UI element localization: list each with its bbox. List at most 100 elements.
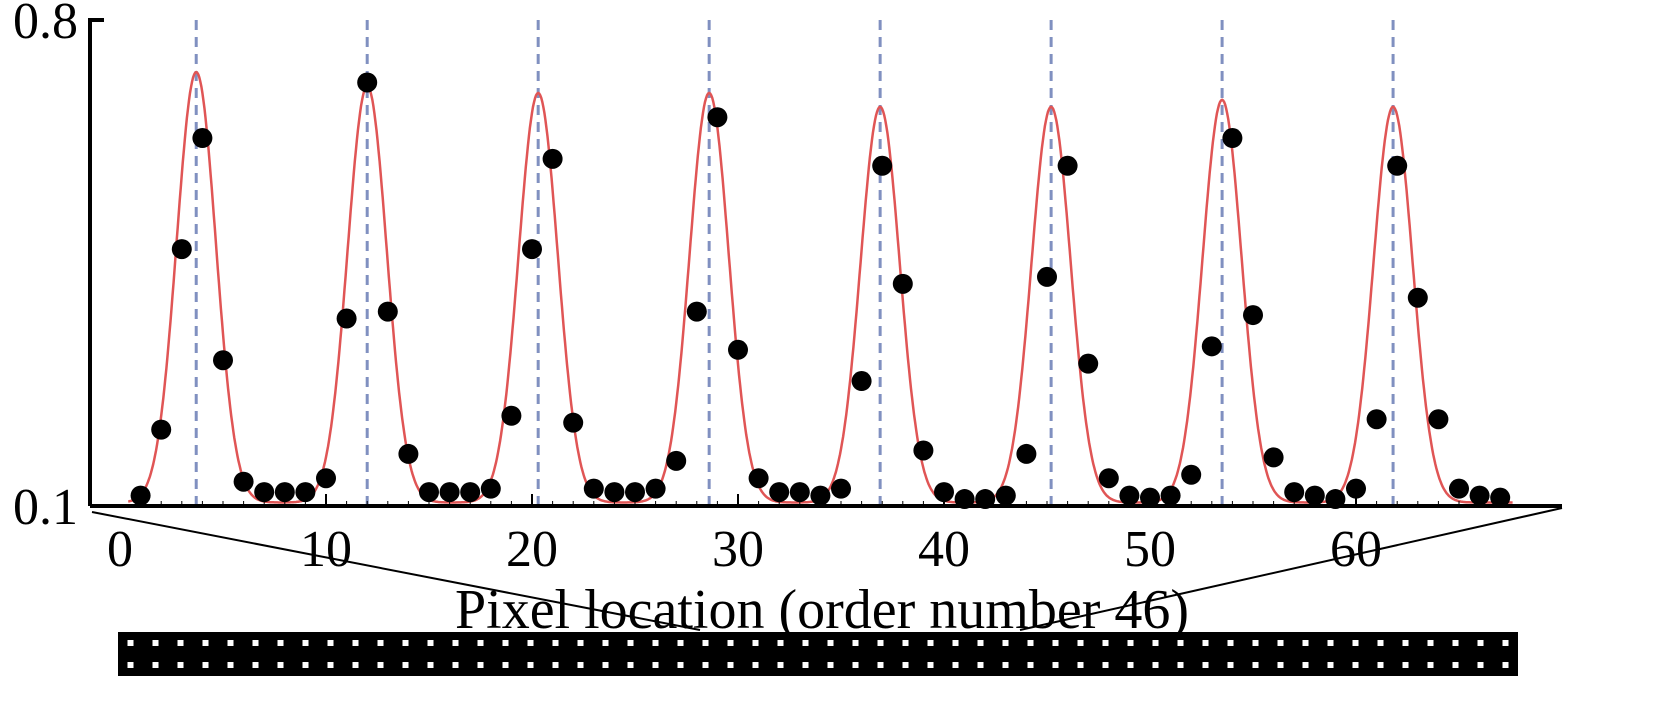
data-point-57	[1284, 482, 1305, 503]
data-point-30	[728, 339, 748, 360]
strip-pixel	[1502, 640, 1509, 646]
strip-pixel	[1177, 640, 1184, 646]
data-point-9	[295, 482, 316, 503]
strip-pixel	[752, 662, 759, 668]
strip-pixel	[1227, 662, 1234, 668]
strip-pixel	[202, 640, 209, 646]
strip-pixel	[1052, 662, 1059, 668]
strip-pixel	[977, 640, 984, 646]
data-point-25	[625, 482, 645, 503]
strip-pixel	[877, 640, 884, 646]
strip-pixel	[502, 662, 509, 668]
strip-pixel	[677, 640, 684, 646]
strip-connector-right	[1019, 507, 1563, 631]
data-point-20	[522, 239, 542, 260]
x-axis-title: Pixel location (order number 46)	[455, 579, 1189, 641]
data-point-31	[748, 468, 769, 489]
data-point-38	[892, 273, 913, 294]
data-point-4	[192, 128, 213, 149]
strip-pixel	[177, 640, 184, 646]
strip-pixel	[1302, 662, 1309, 668]
strip-pixel	[327, 662, 334, 668]
strip-pixel	[127, 640, 134, 646]
data-point-46	[1057, 155, 1078, 176]
strip-pixel	[952, 640, 959, 646]
strip-pixel	[452, 662, 459, 668]
strip-pixel	[927, 662, 934, 668]
data-point-27	[666, 450, 687, 471]
strip-pixel	[1102, 662, 1109, 668]
strip-pixel	[152, 662, 159, 668]
data-point-58	[1304, 485, 1325, 506]
x-tick-label-40: 40	[918, 521, 970, 578]
strip-pixel	[527, 662, 534, 668]
data-point-15	[419, 482, 439, 503]
data-point-12	[357, 72, 378, 93]
data-point-33	[789, 482, 810, 503]
strip-pixel	[602, 640, 609, 646]
strip-pixel	[377, 640, 384, 646]
strip-pixel	[1502, 662, 1509, 668]
strip-pixel	[1002, 662, 1009, 668]
strip-pixel	[1227, 640, 1234, 646]
data-point-41	[954, 489, 975, 510]
strip-pixel	[1302, 640, 1309, 646]
strip-pixel	[1202, 662, 1209, 668]
data-point-32	[769, 482, 790, 503]
strip-pixel	[1452, 662, 1459, 668]
data-point-44	[1016, 443, 1037, 464]
strip-pixel	[427, 662, 434, 668]
strip-connector-lines	[91, 507, 1563, 631]
strip-pixel	[527, 640, 534, 646]
strip-pixel	[627, 640, 634, 646]
data-point-64	[1428, 409, 1449, 430]
data-point-29	[707, 107, 728, 128]
peak-center-lines	[194, 20, 1395, 506]
data-point-35	[831, 478, 851, 499]
data-point-65	[1449, 478, 1469, 499]
data-point-66	[1469, 485, 1490, 506]
x-tick-label-30: 30	[712, 521, 764, 578]
sensor-pixel-strip	[118, 632, 1518, 676]
data-point-47	[1078, 353, 1099, 374]
strip-pixel	[1052, 640, 1059, 646]
data-point-13	[377, 301, 398, 322]
strip-pixel	[1152, 662, 1159, 668]
strip-pixel	[777, 662, 784, 668]
data-point-6	[233, 471, 254, 492]
strip-pixel	[402, 640, 409, 646]
strip-pixel	[352, 640, 359, 646]
strip-pixel	[1477, 662, 1484, 668]
strip-pixel	[1327, 662, 1334, 668]
strip-pixel	[977, 662, 984, 668]
data-point-21	[542, 148, 563, 169]
strip-pixel	[827, 640, 834, 646]
strip-pixel	[227, 662, 234, 668]
strip-pixel	[327, 640, 334, 646]
strip-pixel	[477, 662, 484, 668]
data-point-67	[1490, 487, 1511, 508]
data-point-10	[316, 468, 336, 489]
data-point-2	[151, 419, 172, 440]
data-points	[130, 72, 1511, 510]
strip-pixel	[1152, 640, 1159, 646]
strip-pixel	[277, 662, 284, 668]
strip-pixel	[1402, 662, 1409, 668]
data-point-3	[171, 239, 192, 260]
strip-pixel	[927, 640, 934, 646]
strip-pixel	[1352, 662, 1359, 668]
data-point-19	[501, 405, 522, 426]
data-point-55	[1243, 305, 1263, 326]
strip-pixel	[652, 640, 659, 646]
strip-connector-left	[91, 511, 701, 631]
strip-pixel	[1427, 662, 1434, 668]
strip-pixel	[1077, 640, 1084, 646]
strip-pixel	[1277, 640, 1284, 646]
strip-pixel	[302, 640, 309, 646]
data-point-62	[1387, 155, 1408, 176]
strip-pixel	[452, 640, 459, 646]
strip-pixel	[352, 662, 359, 668]
strip-pixel	[277, 640, 284, 646]
x-tick-label-0: 0	[107, 521, 133, 578]
data-point-60	[1346, 478, 1366, 499]
